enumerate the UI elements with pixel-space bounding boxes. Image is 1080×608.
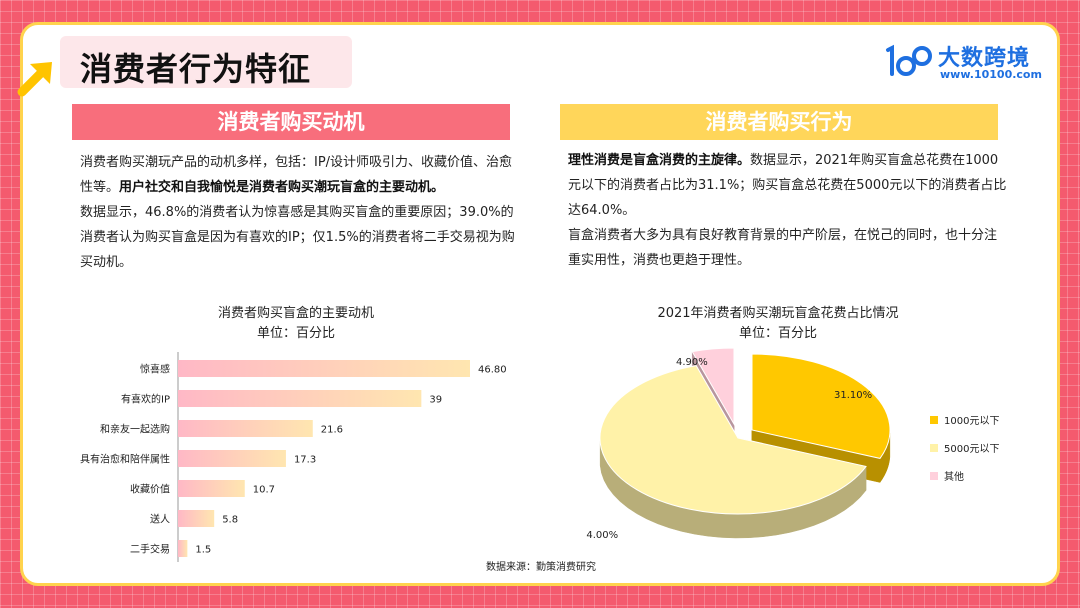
title-background — [60, 36, 352, 88]
behavior-text-1: 数据显示，2021年购买盲盒总花费在1000元以下的消费者占比为31.1%；购买… — [568, 153, 1007, 218]
bar-value-label: 1.5 — [195, 545, 211, 556]
legend-swatch — [930, 472, 938, 480]
bar — [178, 450, 286, 467]
logo-name: 大数跨境 — [938, 46, 1031, 71]
section-banner-behavior: 消费者购买行为 — [560, 104, 998, 140]
pie-slice — [599, 365, 867, 515]
arrow-icon — [17, 62, 52, 97]
bar-value-label: 5.8 — [222, 515, 238, 526]
bar-category-label: 和亲友一起选购 — [100, 423, 170, 436]
bar-chart-title: 消费者购买盲盒的主要动机 — [217, 306, 374, 321]
motivation-paragraph: 消费者购买潮玩产品的动机多样，包括：IP/设计师吸引力、收藏价值、治愈性等。用户… — [80, 150, 520, 275]
section-banner-motivation: 消费者购买动机 — [72, 104, 510, 140]
pie-chart-subtitle: 单位：百分比 — [738, 326, 817, 341]
bar — [178, 480, 245, 497]
bar — [178, 540, 188, 557]
pie-value-label: 4.90% — [676, 357, 708, 368]
bar-value-label: 10.7 — [253, 485, 275, 496]
behavior-paragraph: 理性消费是盲盒消费的主旋律。数据显示，2021年购买盲盒总花费在1000元以下的… — [568, 148, 1008, 273]
bar-value-label: 17.3 — [294, 455, 316, 466]
legend-label: 5000元以下 — [944, 444, 999, 455]
bar-chart-subtitle: 单位：百分比 — [256, 326, 335, 341]
page-title: 消费者行为特征 — [80, 50, 312, 88]
pie-value-label: 64.00% — [586, 530, 618, 541]
bar-category-label: 送人 — [150, 513, 170, 526]
pie-chart-title-block: 2021年消费者购买潮玩盲盒花费占比情况 单位：百分比 — [628, 304, 928, 344]
motivation-text-1: 消费者购买潮玩产品的动机多样，包括：IP/设计师吸引力、收藏价值、治愈性等。 — [80, 155, 513, 195]
bar-category-label: 二手交易 — [130, 543, 170, 556]
bar-category-label: 收藏价值 — [130, 483, 170, 496]
bar — [178, 360, 470, 377]
bar-category-label: 有喜欢的IP — [121, 393, 170, 406]
bar — [178, 420, 313, 437]
legend-label: 其他 — [944, 470, 964, 483]
data-source: 数据来源：勤策消费研究 — [486, 562, 596, 573]
pie-value-label: 31.10% — [834, 390, 872, 401]
pie-slice — [691, 347, 735, 426]
pie-slice — [751, 353, 891, 459]
bar-chart-title-block: 消费者购买盲盒的主要动机 单位：百分比 — [160, 304, 432, 344]
bar-value-label: 21.6 — [321, 425, 343, 436]
legend-swatch — [930, 416, 938, 424]
bar-value-label: 46.80 — [478, 365, 507, 376]
bar — [178, 510, 215, 527]
motivation-text-bold: 用户社交和自我愉悦是消费者购买潮玩盲盒的主要动机。 — [119, 180, 445, 195]
bar-value-label: 39 — [429, 395, 442, 406]
bar — [178, 390, 422, 407]
motivation-text-2: 数据显示，46.8%的消费者认为惊喜感是其购买盲盒的重要原因；39.0%的消费者… — [80, 205, 515, 270]
legend-label: 1000元以下 — [944, 416, 999, 427]
behavior-text-2: 盲盒消费者大多为具有良好教育背景的中产阶层，在悦己的同时，也十分注重实用性，消费… — [568, 228, 998, 268]
bar-chart: 惊喜感 46.80 有喜欢的IP 39 和亲友一起选购 21.6 具有治愈和陪伴属性 17.3… — [80, 352, 507, 562]
bar-category-label: 具有治愈和陪伴属性 — [80, 453, 170, 466]
bar-category-label: 惊喜感 — [140, 363, 170, 376]
legend-swatch — [930, 444, 938, 452]
behavior-text-bold: 理性消费是盲盒消费的主旋律。 — [568, 153, 751, 168]
logo-url: www.10100.com — [940, 68, 1042, 81]
brand-logo: 大数跨境 www.10100.com — [882, 40, 1042, 84]
logo-icon — [886, 44, 932, 76]
pie-chart-title: 2021年消费者购买潮玩盲盒花费占比情况 — [657, 306, 899, 321]
